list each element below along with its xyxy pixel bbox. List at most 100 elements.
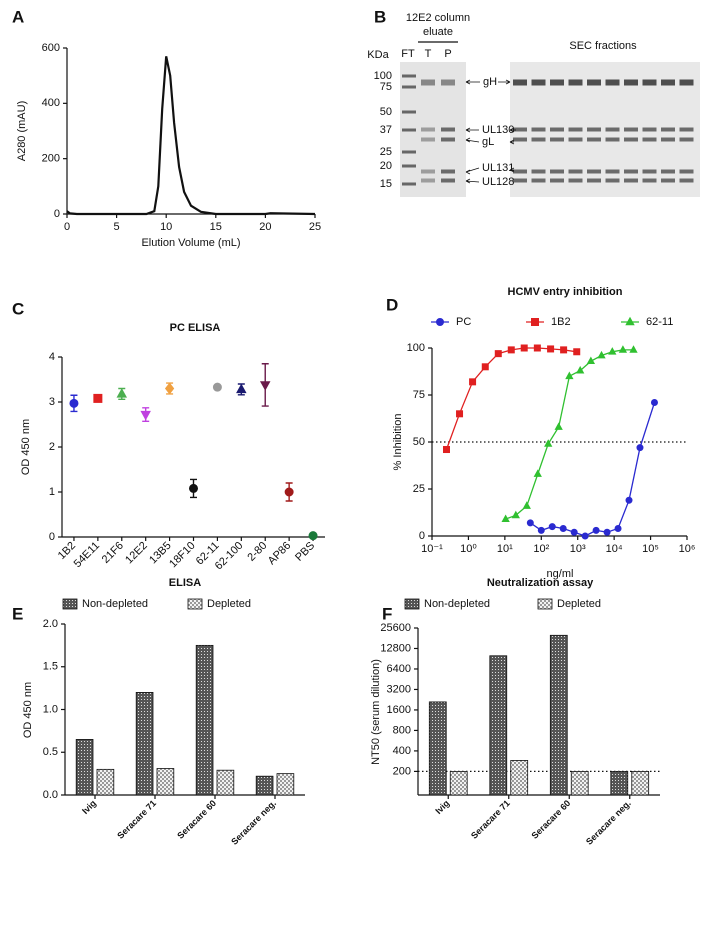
- marker: [284, 487, 294, 497]
- bar: [570, 771, 589, 796]
- legend-label: PC: [456, 316, 471, 328]
- x-axis-label: Elution Volume (mL): [141, 237, 240, 249]
- protein-band: [441, 169, 455, 174]
- x-tick-label: 18F10: [167, 540, 198, 571]
- y-tick-label: 200: [42, 153, 60, 165]
- protein-band: [605, 79, 620, 86]
- marker: [608, 347, 617, 355]
- y-tick-label: 1.0: [43, 703, 58, 715]
- data-line: [529, 402, 656, 537]
- y-tick-label: 600: [42, 42, 60, 54]
- marker: [308, 531, 318, 541]
- band-label: UL131: [482, 162, 514, 174]
- x-tick-label: 10⁰: [460, 543, 477, 555]
- panel-label: F: [382, 604, 392, 623]
- marker-label: 37: [380, 124, 392, 136]
- bar: [96, 768, 115, 796]
- y-tick-label: 0.5: [43, 746, 58, 758]
- protein-band: [679, 178, 694, 183]
- bar: [276, 773, 295, 796]
- marker: [69, 398, 79, 408]
- panel-label: A: [12, 7, 24, 26]
- marker: [116, 388, 128, 398]
- x-tick-label: Ivig: [433, 798, 451, 816]
- protein-band: [421, 127, 435, 132]
- bar: [631, 771, 650, 796]
- protein-band: [624, 169, 638, 174]
- marker: [565, 371, 574, 380]
- protein-band: [679, 137, 694, 142]
- protein-band: [587, 169, 601, 174]
- marker: [576, 365, 585, 374]
- protein-band: [661, 178, 675, 183]
- protein-band: [531, 169, 546, 174]
- marker: [547, 345, 555, 353]
- marker: [548, 523, 556, 531]
- marker: [629, 345, 638, 353]
- band-label: gH: [483, 76, 497, 88]
- protein-band: [661, 137, 675, 142]
- y-axis-label: % Inhibition: [392, 414, 404, 471]
- protein-band: [679, 127, 694, 132]
- bar: [195, 644, 214, 796]
- y-tick-label: 0: [419, 530, 425, 542]
- marker: [456, 410, 464, 418]
- x-tick-label: 5: [114, 221, 120, 233]
- x-tick-label: 10¹: [497, 543, 513, 555]
- protein-band: [605, 127, 620, 132]
- protein-band: [421, 178, 435, 183]
- bar: [255, 775, 274, 796]
- protein-band: [642, 169, 657, 174]
- protein-band: [421, 79, 435, 86]
- legend-swatch: [537, 598, 553, 610]
- lane-label: P: [444, 48, 451, 60]
- marker: [581, 532, 589, 540]
- x-tick-label: 10⁶: [679, 543, 696, 555]
- protein-band: [587, 79, 601, 86]
- marker: [494, 350, 502, 358]
- gel-panel: B 12E2 column eluate KDa FT T P SEC fractions 10…: [367, 7, 700, 197]
- y-axis-label: NT50 (serum dilution): [370, 659, 382, 765]
- x-tick-label: Seracare 60: [175, 798, 218, 841]
- protein-band: [531, 178, 546, 183]
- marker: [544, 439, 553, 447]
- x-tick-label: 0: [64, 221, 70, 233]
- band-arrow: [498, 79, 511, 85]
- marker: [501, 514, 510, 522]
- band-arrow: [509, 127, 516, 173]
- x-tick-label: 54E11: [72, 540, 102, 570]
- ladder-band: [402, 150, 416, 154]
- marker: [597, 350, 606, 359]
- protein-band: [550, 79, 564, 86]
- lane-label: FT: [401, 48, 415, 60]
- protein-band: [624, 127, 638, 132]
- protein-band: [587, 127, 601, 132]
- x-tick-label: 2-80: [245, 540, 269, 564]
- bar: [610, 771, 629, 796]
- marker: [520, 344, 528, 352]
- marker: [93, 393, 103, 403]
- bar: [489, 655, 508, 796]
- protein-band: [513, 79, 527, 86]
- x-tick-label: 10³: [570, 543, 586, 555]
- data-line: [66, 56, 316, 216]
- y-tick-label: 75: [413, 389, 425, 401]
- protein-band: [679, 79, 694, 86]
- marker: [511, 510, 520, 519]
- bar: [156, 768, 175, 796]
- x-tick-label: 20: [259, 221, 271, 233]
- ladder-band: [402, 85, 416, 89]
- protein-band: [513, 178, 527, 183]
- band-arrow: [465, 127, 479, 133]
- marker-label: 25: [380, 146, 392, 158]
- y-tick-label: 0.0: [43, 789, 58, 801]
- y-tick-label: 3200: [387, 683, 411, 695]
- y-tick-label: 2: [49, 441, 55, 453]
- protein-band: [624, 178, 638, 183]
- y-tick-label: 1: [49, 486, 55, 498]
- marker: [469, 378, 477, 386]
- y-tick-label: 50: [413, 436, 425, 448]
- band-arrow: [465, 79, 480, 85]
- sec-title: SEC fractions: [569, 40, 637, 52]
